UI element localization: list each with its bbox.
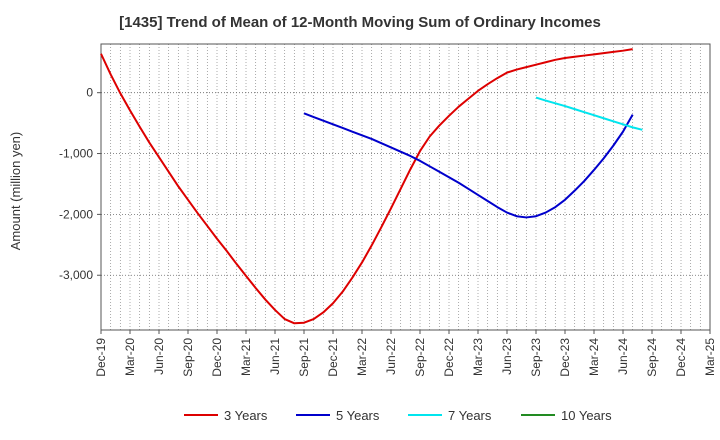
x-tick-label: Jun-22 xyxy=(384,338,398,375)
y-tick-label: -1,000 xyxy=(59,147,93,161)
x-tick-label: Dec-23 xyxy=(558,338,572,377)
x-tick-label: Mar-24 xyxy=(587,338,601,376)
grid xyxy=(101,44,710,330)
x-tick-label: Dec-24 xyxy=(674,338,688,377)
x-tick-label: Dec-21 xyxy=(326,338,340,377)
x-tick-label: Jun-24 xyxy=(616,338,630,375)
x-tick-label: Dec-22 xyxy=(442,338,456,377)
legend: 3 Years 5 Years 7 Years 10 Years xyxy=(184,408,612,423)
y-tick-label: -3,000 xyxy=(59,268,93,282)
y-axis: 0 -1,000 -2,000 -3,000 xyxy=(59,86,101,282)
legend-label: 10 Years xyxy=(561,408,612,423)
x-tick-label: Dec-19 xyxy=(94,338,108,377)
y-tick-label: -2,000 xyxy=(59,207,93,221)
x-tick-label: Mar-20 xyxy=(123,338,137,376)
legend-label: 5 Years xyxy=(336,408,380,423)
chart-title: [1435] Trend of Mean of 12-Month Moving … xyxy=(119,14,601,31)
x-tick-label: Dec-20 xyxy=(210,338,224,377)
series xyxy=(100,48,643,325)
series-line-5-years xyxy=(303,112,634,219)
legend-label: 3 Years xyxy=(224,408,268,423)
x-tick-label: Jun-20 xyxy=(152,338,166,375)
legend-label: 7 Years xyxy=(448,408,492,423)
x-axis: Dec-19 Mar-20 Jun-20 Sep-20 Dec-20 Mar-21 Jun-… xyxy=(94,330,717,377)
series-line-3-years xyxy=(100,48,633,325)
x-tick-label: Sep-20 xyxy=(181,338,195,377)
x-tick-label: Mar-25 xyxy=(703,338,717,376)
x-tick-label: Sep-23 xyxy=(529,338,543,377)
x-tick-label: Sep-21 xyxy=(297,338,311,377)
plot-frame xyxy=(100,43,711,331)
x-tick-label: Sep-22 xyxy=(413,338,427,377)
x-tick-label: Jun-23 xyxy=(500,338,514,375)
x-tick-label: Mar-21 xyxy=(239,338,253,376)
x-tick-label: Mar-22 xyxy=(355,338,369,376)
y-axis-label: Amount (million yen) xyxy=(8,132,23,251)
x-tick-label: Sep-24 xyxy=(645,338,659,377)
y-tick-label: 0 xyxy=(86,86,93,100)
x-tick-label: Mar-23 xyxy=(471,338,485,376)
x-tick-label: Jun-21 xyxy=(268,338,282,375)
series-line-7-years xyxy=(535,96,643,131)
